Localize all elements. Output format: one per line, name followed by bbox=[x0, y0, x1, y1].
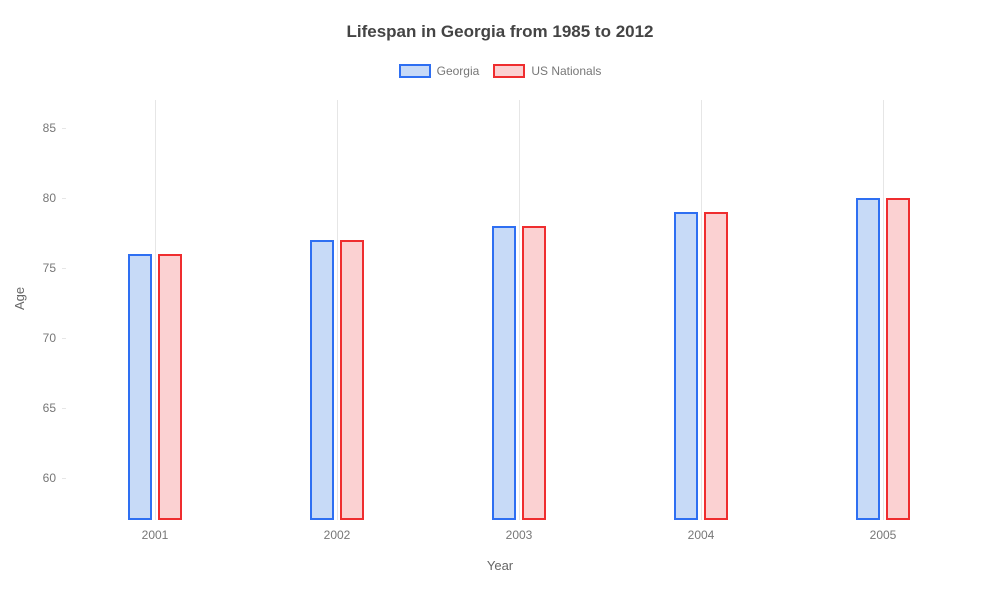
bar bbox=[128, 254, 152, 520]
legend-swatch-georgia bbox=[399, 64, 431, 78]
gridline bbox=[519, 100, 520, 520]
legend-item-usnationals: US Nationals bbox=[493, 64, 601, 78]
y-tick-mark bbox=[62, 198, 66, 199]
y-tick-mark bbox=[62, 268, 66, 269]
y-tick-mark bbox=[62, 408, 66, 409]
y-tick-label: 60 bbox=[43, 471, 56, 485]
legend: Georgia US Nationals bbox=[0, 64, 1000, 78]
bar bbox=[158, 254, 182, 520]
legend-label-usnationals: US Nationals bbox=[531, 64, 601, 78]
x-tick-label: 2003 bbox=[506, 528, 533, 542]
chart-title: Lifespan in Georgia from 1985 to 2012 bbox=[0, 22, 1000, 42]
bar bbox=[886, 198, 910, 520]
y-tick-label: 75 bbox=[43, 261, 56, 275]
y-tick-label: 70 bbox=[43, 331, 56, 345]
bar bbox=[674, 212, 698, 520]
legend-swatch-usnationals bbox=[493, 64, 525, 78]
gridline bbox=[883, 100, 884, 520]
y-tick-label: 85 bbox=[43, 121, 56, 135]
gridline bbox=[337, 100, 338, 520]
gridline bbox=[701, 100, 702, 520]
x-tick-label: 2001 bbox=[142, 528, 169, 542]
legend-label-georgia: Georgia bbox=[437, 64, 480, 78]
bar bbox=[310, 240, 334, 520]
bar bbox=[704, 212, 728, 520]
bar bbox=[492, 226, 516, 520]
y-tick-label: 80 bbox=[43, 191, 56, 205]
y-tick-mark bbox=[62, 478, 66, 479]
bar bbox=[522, 226, 546, 520]
x-axis-label: Year bbox=[0, 558, 1000, 573]
bar bbox=[340, 240, 364, 520]
y-tick-mark bbox=[62, 338, 66, 339]
bar bbox=[856, 198, 880, 520]
y-axis-label: Age bbox=[12, 287, 27, 310]
x-tick-label: 2002 bbox=[324, 528, 351, 542]
x-tick-label: 2005 bbox=[870, 528, 897, 542]
plot-area bbox=[64, 100, 974, 520]
y-tick-label: 65 bbox=[43, 401, 56, 415]
chart-container: Lifespan in Georgia from 1985 to 2012 Ge… bbox=[0, 0, 1000, 600]
y-tick-mark bbox=[62, 128, 66, 129]
gridline bbox=[155, 100, 156, 520]
x-tick-label: 2004 bbox=[688, 528, 715, 542]
legend-item-georgia: Georgia bbox=[399, 64, 480, 78]
